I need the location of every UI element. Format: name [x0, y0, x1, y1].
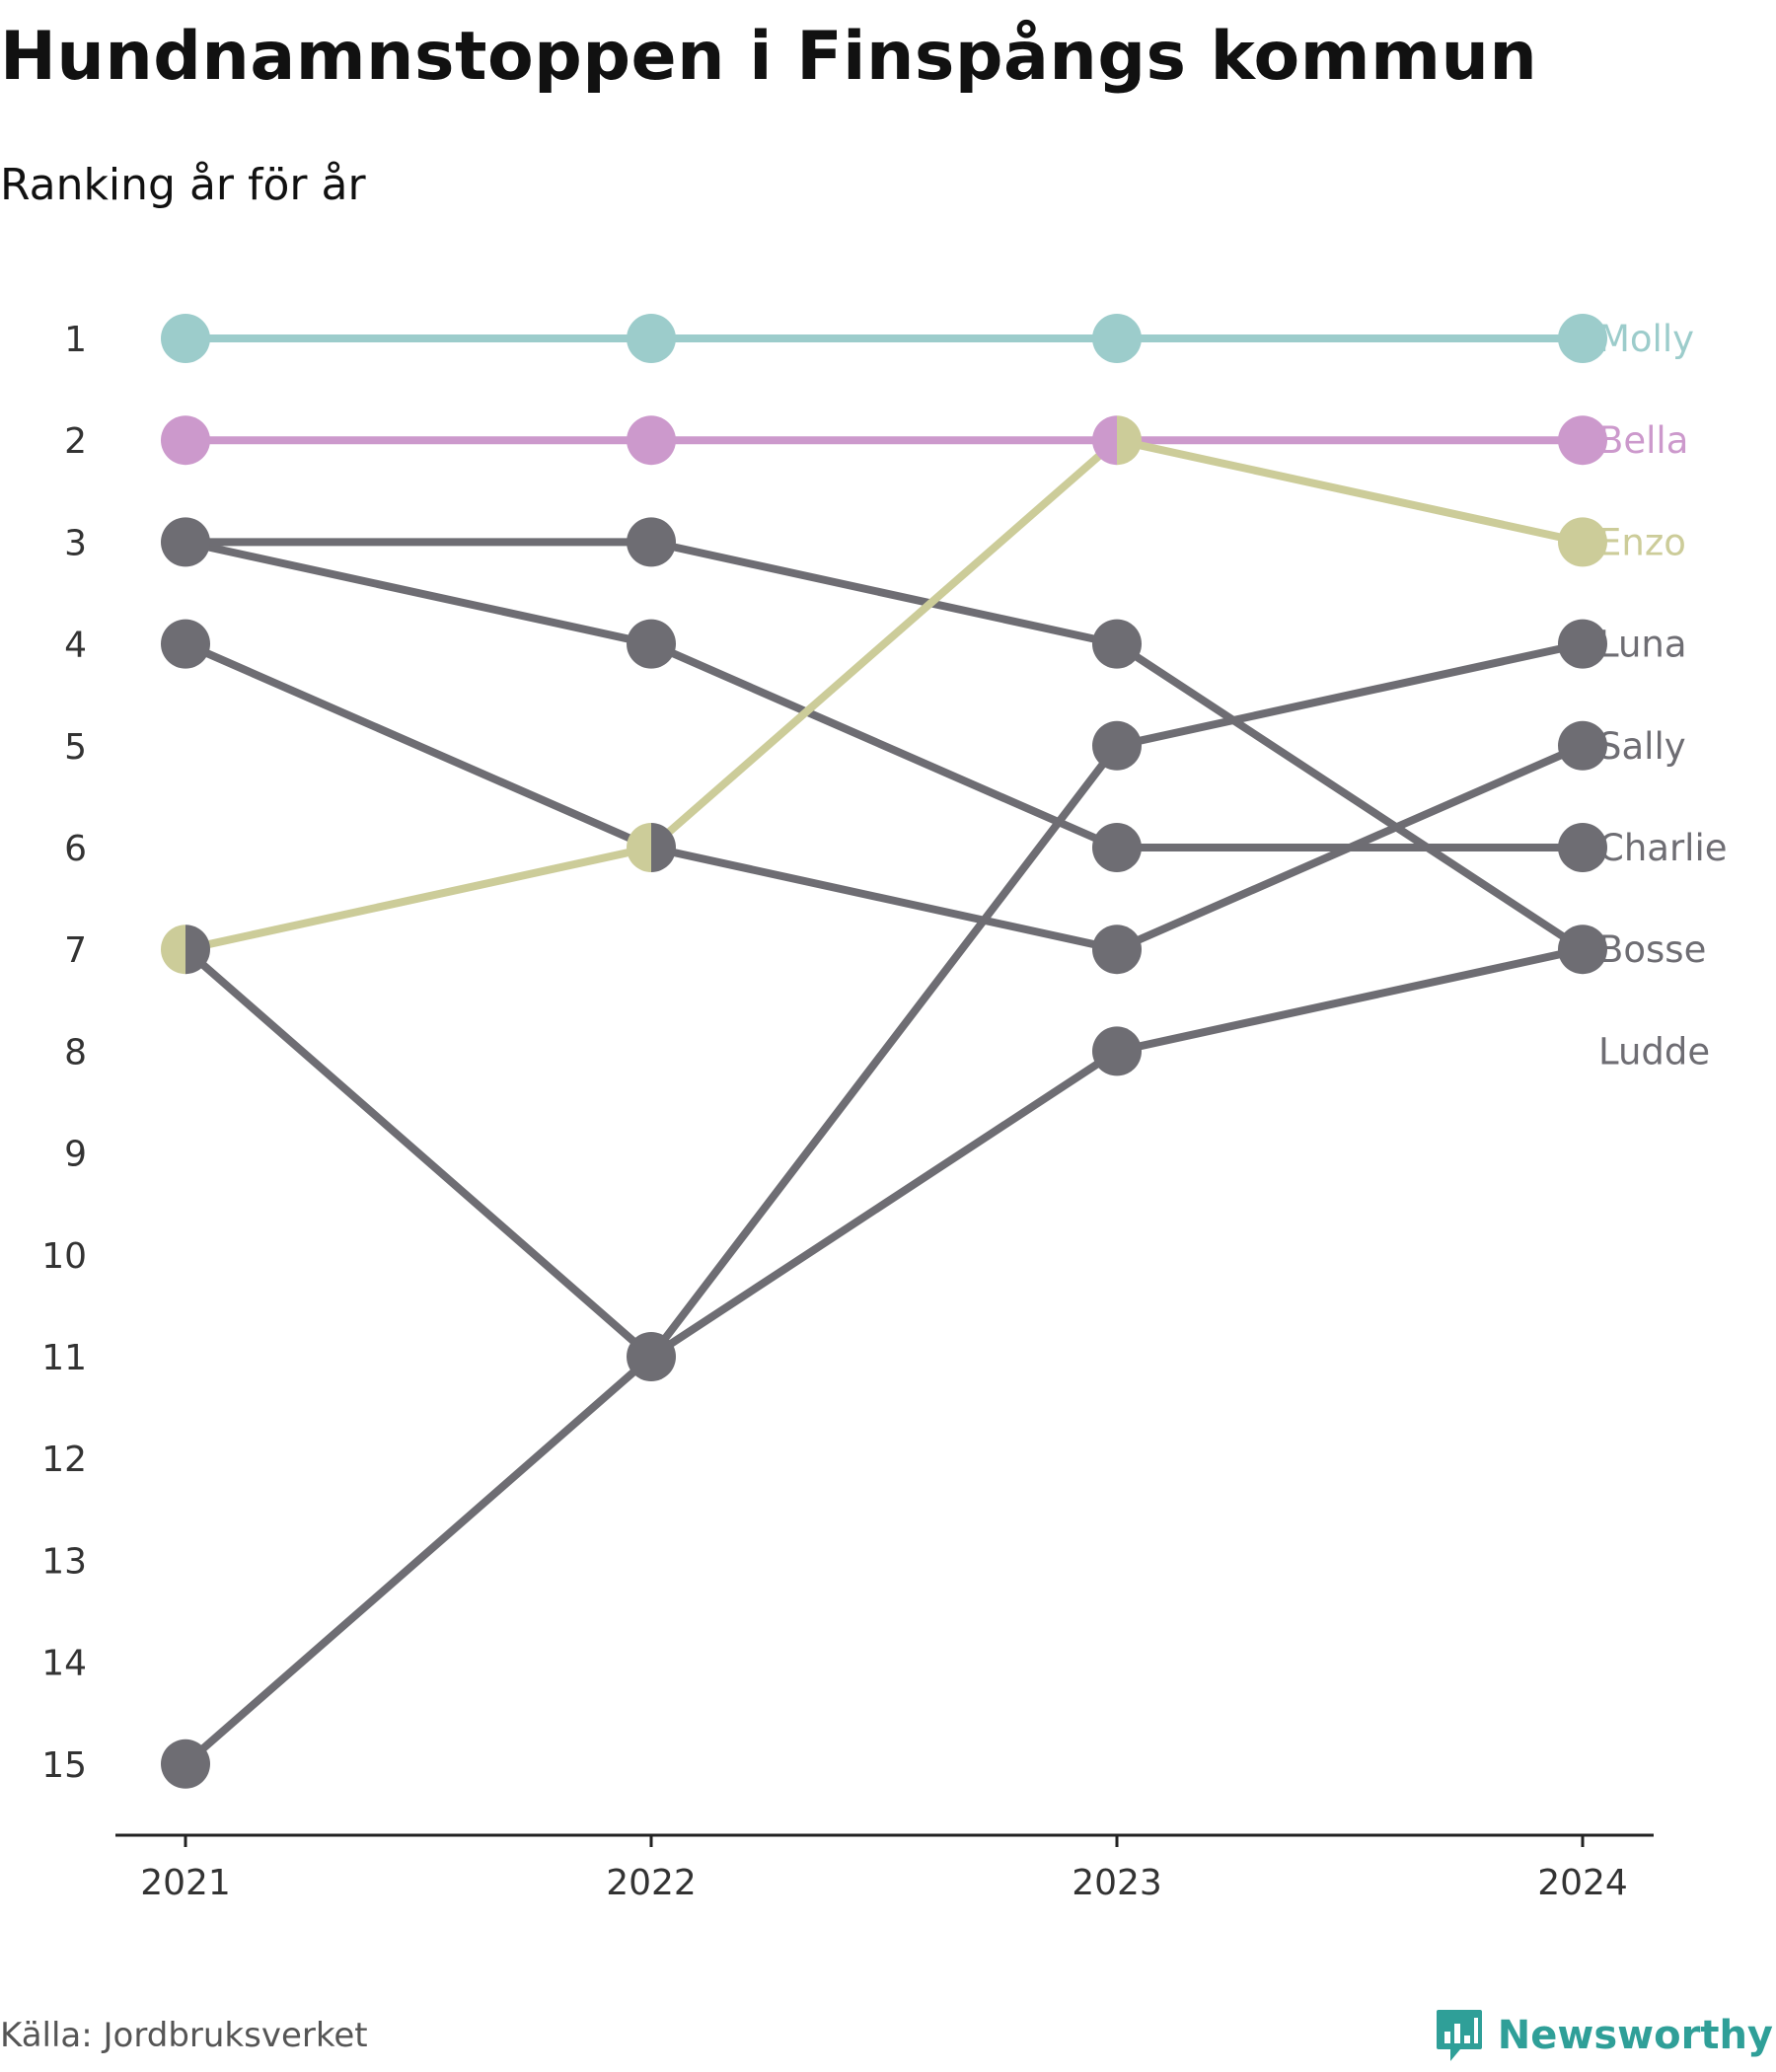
- y-tick-label-5: 5: [64, 727, 87, 768]
- newsworthy-logo: Newsworthy: [1435, 2008, 1773, 2063]
- series-line-bosse: [182, 538, 1587, 954]
- point-bosse-2022: [627, 517, 676, 567]
- point-charlie-2024: [1558, 823, 1607, 872]
- y-tick-label-8: 8: [64, 1032, 87, 1073]
- point-half-right: [185, 925, 211, 975]
- point-half-left: [161, 925, 185, 975]
- point-sally-2024: [1558, 720, 1607, 771]
- point-luna-2023: [1092, 720, 1142, 771]
- series-line-enzo: [182, 436, 1587, 954]
- series-line-ludde: [182, 945, 1587, 1361]
- y-tick-label-7: 7: [64, 930, 87, 971]
- point-luna-2024: [1558, 619, 1607, 669]
- point-bella-2024: [1558, 415, 1607, 466]
- x-tick-label-2023: 2023: [1072, 1863, 1162, 1903]
- point-ludde-2023: [1092, 1026, 1142, 1076]
- point-molly-2024: [1558, 314, 1607, 363]
- y-tick-label-10: 10: [41, 1236, 87, 1277]
- point-bella-2021: [161, 415, 210, 466]
- y-tick-label-1: 1: [64, 320, 87, 360]
- series-label-bella: Bella: [1598, 419, 1688, 462]
- point-enzo-2024: [1558, 517, 1607, 567]
- series-label-enzo: Enzo: [1598, 521, 1686, 563]
- point-half-right: [1117, 415, 1142, 466]
- y-tick-label-15: 15: [41, 1745, 87, 1786]
- x-tick-label-2021: 2021: [140, 1863, 231, 1903]
- series-label-bosse: Bosse: [1598, 928, 1706, 971]
- point-bosse-2023: [1092, 619, 1142, 669]
- series-label-ludde: Ludde: [1598, 1030, 1710, 1073]
- y-tick-label-2: 2: [64, 421, 87, 462]
- point-luna-2022: [627, 1332, 676, 1381]
- point-shared-2021-rank-7: [161, 925, 211, 975]
- series-label-molly: Molly: [1598, 318, 1694, 360]
- point-molly-2022: [627, 314, 676, 363]
- point-charlie-2021: [161, 517, 210, 567]
- y-tick-label-6: 6: [64, 829, 87, 869]
- point-half-left: [627, 823, 651, 872]
- point-sally-2023: [1092, 925, 1142, 975]
- brand-name: Newsworthy: [1497, 2013, 1773, 2058]
- series-points: [161, 314, 1607, 1789]
- point-luna-2021: [161, 1739, 210, 1789]
- x-tick-label-2022: 2022: [606, 1863, 697, 1903]
- y-tick-label-3: 3: [64, 523, 87, 563]
- x-tick-label-2024: 2024: [1537, 1863, 1628, 1903]
- point-bella-2022: [627, 415, 676, 466]
- y-tick-label-12: 12: [41, 1440, 87, 1480]
- point-bosse-2024: [1558, 925, 1607, 975]
- series-label-charlie: Charlie: [1598, 827, 1728, 869]
- point-charlie-2023: [1092, 823, 1142, 872]
- point-sally-2021: [161, 619, 210, 669]
- point-charlie-2022: [627, 619, 676, 669]
- chart-bubble-icon: [1436, 2010, 1482, 2061]
- chart-subtitle: Ranking år för år: [0, 160, 366, 210]
- series-label-sally: Sally: [1598, 725, 1686, 768]
- series-lines: [182, 334, 1587, 1768]
- point-half-right: [651, 823, 676, 872]
- series-labels: Molly Bella Enzo Luna Sally Charlie Bosse Ludde: [1598, 318, 1728, 1073]
- point-molly-2021: [161, 314, 210, 363]
- source-note: Källa: Jordbruksverket: [0, 2016, 368, 2055]
- y-tick-label-11: 11: [41, 1338, 87, 1378]
- y-tick-label-4: 4: [64, 626, 87, 666]
- y-tick-label-14: 14: [41, 1644, 87, 1684]
- point-shared-2022-rank-6: [627, 823, 676, 872]
- point-molly-2023: [1092, 314, 1142, 363]
- point-shared-2023-rank-2: [1092, 415, 1142, 466]
- y-tick-label-9: 9: [64, 1135, 87, 1175]
- series-line-charlie: [182, 538, 1587, 851]
- y-tick-label-13: 13: [41, 1541, 87, 1582]
- x-axis: 2021 2022 2023 2024: [115, 1833, 1654, 1903]
- point-half-left: [1092, 415, 1117, 466]
- chart-title: Hundnamnstoppen i Finspångs kommun: [0, 18, 1538, 96]
- series-line-luna: [182, 639, 1587, 1768]
- series-label-luna: Luna: [1598, 624, 1687, 666]
